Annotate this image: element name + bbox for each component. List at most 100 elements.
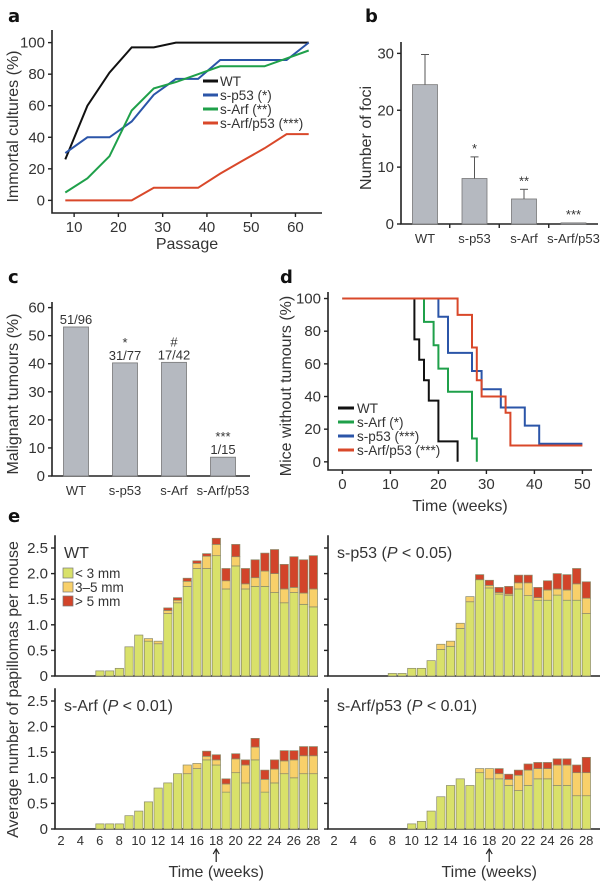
bar-segment-large — [552, 758, 562, 766]
bar-segment-small — [270, 592, 280, 677]
bar-segment-small — [260, 586, 270, 677]
bar-segment-large — [484, 579, 494, 586]
x-tick-label: s-p53 — [458, 231, 491, 246]
x-tick-label: 20 — [430, 476, 447, 493]
x-axis-label: Time (weeks) — [441, 864, 536, 881]
bar-segment-medium — [484, 768, 494, 780]
legend-swatch — [62, 567, 74, 579]
bar-segment-large — [202, 750, 212, 757]
bar-segment-medium — [231, 758, 241, 774]
y-tick-label: 1.0 — [27, 617, 48, 634]
significance-marker: *** — [566, 207, 581, 222]
bar-segment-medium — [552, 764, 562, 786]
y-tick-label: 0 — [37, 192, 45, 209]
paren: ) — [472, 698, 477, 715]
less-than: < — [118, 698, 136, 715]
y-tick-label: 40 — [28, 356, 45, 373]
p-value: 0.05 — [416, 545, 447, 562]
bar-segment-large — [572, 764, 582, 774]
y-tick-label: 20 — [304, 421, 321, 438]
x-tick-label: s-Arf — [510, 231, 538, 246]
bar-segment-small — [308, 606, 318, 677]
y-tick-label: 30 — [377, 45, 394, 62]
bar-segment-small — [397, 673, 407, 677]
bar-segment-large — [221, 568, 231, 582]
subplot-title: WT — [64, 545, 89, 562]
bar-segment-small — [523, 785, 533, 830]
significance-marker: * — [122, 335, 127, 350]
x-tick-label: 24 — [540, 833, 554, 848]
bar-segment-small — [95, 670, 105, 677]
bar-segment-large — [260, 769, 270, 780]
bar-segment-large — [523, 574, 533, 584]
bar-segment-small — [299, 603, 309, 677]
bar-segment-medium — [250, 746, 260, 761]
paren: ( — [377, 545, 387, 562]
legend-swatch — [62, 581, 74, 593]
x-tick-label: 2 — [57, 833, 64, 848]
bar-segment-large — [581, 756, 591, 774]
y-tick-label: 0 — [40, 821, 48, 838]
bar-segment-large — [475, 574, 485, 581]
bar-segment-small — [484, 778, 494, 830]
bar-segment-large — [163, 607, 173, 611]
bar-segment-small — [504, 595, 514, 677]
bar-segment-small — [562, 785, 572, 830]
bar-segment-medium — [289, 759, 299, 779]
subplot-title-genotype: s-Arf — [64, 698, 98, 715]
bar-segment-small — [446, 785, 456, 830]
x-tick-label: 22 — [521, 833, 535, 848]
bar-segment-large — [192, 560, 202, 564]
x-tick-label: 28 — [579, 833, 593, 848]
x-tick-label: 12 — [151, 833, 165, 848]
bar-wt — [412, 84, 438, 225]
x-tick-label: 10 — [66, 219, 83, 236]
bar-segment-small — [289, 592, 299, 677]
bar-segment-small — [475, 579, 485, 677]
bar-segment-large — [279, 750, 289, 762]
bar-segment-small — [240, 588, 250, 677]
bar-segment-medium — [581, 597, 591, 614]
legend-label: s-Arf (*) — [357, 415, 404, 430]
bar-segment-medium — [202, 555, 212, 569]
bar-segment-large — [543, 580, 553, 591]
bar-segment-medium — [581, 772, 591, 797]
bar-segment-small — [231, 565, 241, 677]
x-axis-label: Time (weeks) — [412, 498, 507, 515]
subplot-title-genotype: s-Arf/p53 — [337, 698, 402, 715]
legend-label: s-Arf (**) — [220, 102, 272, 117]
y-tick-label: 1.5 — [27, 744, 48, 761]
x-tick-label: 12 — [424, 833, 438, 848]
bar-segment-medium — [299, 592, 309, 605]
bar-s-arf — [161, 361, 187, 477]
y-tick-label: 2.0 — [27, 566, 48, 583]
bar-segment-medium — [289, 587, 299, 593]
subplot-title-genotype: WT — [64, 545, 89, 562]
bar-segment-large — [250, 559, 260, 579]
y-tick-label: 20 — [377, 102, 394, 119]
bar-segment-small — [504, 785, 514, 830]
bar-segment-large — [289, 750, 299, 761]
series-line-s-arf/p53 — [65, 133, 309, 202]
y-tick-label: 60 — [28, 300, 45, 317]
x-tick-label: 6 — [369, 833, 376, 848]
bar-segment-medium — [475, 768, 485, 774]
panel-c-malignant-tumours: 0 10 20 30 40 50 60 Malignant tumours (%) WT 51/9… — [5, 300, 250, 498]
bar-segment-small — [211, 555, 221, 677]
bar-segment-small — [202, 568, 212, 677]
axis-lines — [51, 30, 322, 214]
bar-segment-medium — [465, 596, 475, 603]
survival-curve-wt — [342, 297, 459, 462]
bar-segment-large — [513, 769, 523, 776]
bar-segment-small — [465, 785, 475, 830]
y-axis-label: Malignant tumours (%) — [5, 314, 22, 475]
y-tick-label: 40 — [304, 389, 321, 406]
bar-segment-small — [513, 790, 523, 830]
panel-d-tumour-free-survival: 0 20 40 60 80 100 0 10 20 30 40 50 Time (weeks) Mice … — [278, 291, 592, 515]
x-tick-label: 8 — [116, 833, 123, 848]
x-tick-label: 10 — [131, 833, 145, 848]
bar-segment-small — [182, 586, 192, 677]
bar-segment-large — [270, 549, 280, 574]
bar-segment-medium — [436, 643, 446, 650]
arrow-up-icon — [485, 847, 493, 855]
